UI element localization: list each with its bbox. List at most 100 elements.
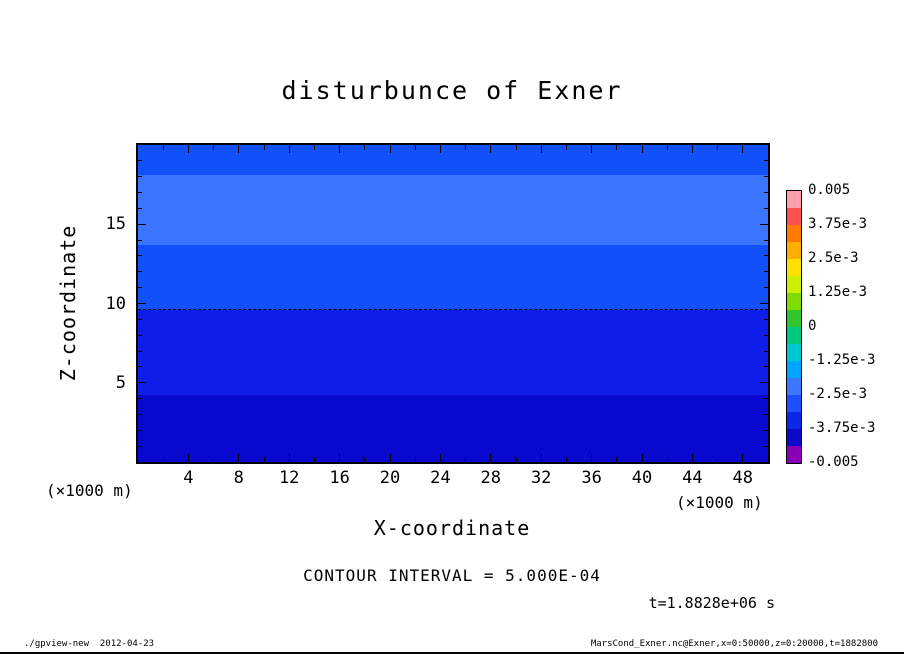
y-tick-label: 10	[105, 293, 126, 314]
axis-tick	[616, 457, 618, 462]
axis-tick	[764, 445, 768, 447]
colorbar-segment	[787, 327, 801, 344]
colorbar-tick-label: 0	[808, 318, 817, 334]
x-tick-label: 48	[732, 468, 754, 488]
chart-title: disturbunce of Exner	[281, 76, 623, 105]
colorbar-tick-label: 0.005	[808, 182, 851, 198]
axis-tick	[439, 145, 441, 153]
contour-band	[138, 145, 768, 176]
axis-tick	[764, 271, 768, 273]
colorbar-segment	[787, 344, 801, 361]
colorbar-tick-label: -3.75e-3	[808, 420, 876, 436]
axis-tick	[465, 145, 467, 150]
axis-tick	[764, 334, 768, 336]
colorbar-segment	[787, 412, 801, 429]
axis-tick	[691, 145, 693, 153]
colorbar-tick-label: 2.5e-3	[808, 250, 859, 266]
axis-tick	[138, 223, 146, 225]
axis-tick	[764, 255, 768, 257]
axis-tick	[764, 318, 768, 320]
colorbar	[786, 190, 802, 464]
axis-tick	[389, 454, 391, 462]
axis-tick	[760, 223, 768, 225]
colorbar-segment	[787, 361, 801, 378]
axis-tick	[717, 145, 719, 150]
colorbar-segment	[787, 208, 801, 225]
axis-tick	[760, 382, 768, 384]
axis-tick	[138, 350, 142, 352]
axis-tick	[764, 160, 768, 162]
axis-tick	[591, 454, 593, 462]
axis-tick	[641, 145, 643, 153]
axis-tick	[490, 145, 492, 153]
contour-interval-note: CONTOUR INTERVAL = 5.000E-04	[303, 566, 601, 585]
axis-tick	[138, 255, 142, 257]
colorbar-segment	[787, 225, 801, 242]
colorbar-tick-label: -1.25e-3	[808, 352, 876, 368]
x-tick-label: 12	[278, 468, 300, 488]
bottom-rule	[0, 652, 904, 654]
axis-tick	[162, 145, 164, 150]
x-tick-label: 20	[379, 468, 401, 488]
axis-tick	[238, 454, 240, 462]
footer-source-text: MarsCond_Exner.nc@Exner,x=0:50000,z=0:20…	[590, 639, 878, 649]
axis-tick	[764, 176, 768, 178]
axis-tick	[764, 239, 768, 241]
dashed-contour-line	[138, 308, 768, 310]
colorbar-tick-label: 1.25e-3	[808, 284, 868, 300]
axis-tick	[138, 318, 142, 320]
colorbar-segment	[787, 242, 801, 259]
x-tick-label: 24	[430, 468, 451, 488]
axis-tick	[138, 176, 142, 178]
axis-tick	[138, 398, 142, 400]
axis-tick	[439, 454, 441, 462]
axis-tick	[515, 457, 517, 462]
contour-band	[138, 175, 768, 245]
colorbar-segment	[787, 276, 801, 293]
axis-tick	[717, 457, 719, 462]
axis-tick	[213, 457, 215, 462]
colorbar-tick-label: -0.005	[808, 454, 859, 470]
colorbar-segment	[787, 310, 801, 327]
axis-tick	[238, 145, 240, 153]
axis-tick	[138, 382, 146, 384]
colorbar-tick-label: 3.75e-3	[808, 216, 868, 232]
x-axis-unit: (×1000 m)	[676, 493, 763, 512]
axis-tick	[187, 454, 189, 462]
x-tick-label: 32	[530, 468, 552, 488]
axis-tick	[263, 457, 265, 462]
x-tick-label: 36	[581, 468, 602, 488]
footer-command-text: ./gpview-new 2012-04-23	[24, 639, 155, 649]
y-axis-unit: (×1000 m)	[46, 481, 133, 500]
axis-tick	[313, 457, 315, 462]
axis-tick	[565, 145, 567, 150]
colorbar-segment	[787, 378, 801, 395]
axis-tick	[565, 457, 567, 462]
y-tick-label: 15	[105, 214, 126, 235]
axis-tick	[288, 454, 290, 462]
axis-tick	[591, 145, 593, 153]
axis-tick	[138, 207, 142, 209]
axis-tick	[540, 145, 542, 153]
axis-tick	[465, 457, 467, 462]
axis-tick	[138, 192, 142, 194]
axis-tick	[187, 145, 189, 153]
x-tick-labels: 4 8 12 16 20 24 28 32 36 40 44 48	[138, 468, 768, 490]
axis-tick	[138, 445, 142, 447]
axis-tick	[764, 287, 768, 289]
time-label: t=1.8828e+06 s	[648, 594, 775, 612]
axis-tick	[138, 334, 142, 336]
colorbar-segment	[787, 446, 801, 463]
axis-tick	[540, 454, 542, 462]
axis-tick	[691, 454, 693, 462]
y-tick-label: 5	[115, 372, 126, 393]
colorbar-segment	[787, 191, 801, 208]
axis-tick	[138, 366, 142, 368]
x-tick-label: 40	[631, 468, 653, 488]
x-tick-label: 28	[480, 468, 502, 488]
axis-tick	[490, 454, 492, 462]
axis-tick	[760, 303, 768, 304]
axis-tick	[138, 413, 142, 415]
x-tick-label: 16	[329, 468, 350, 488]
